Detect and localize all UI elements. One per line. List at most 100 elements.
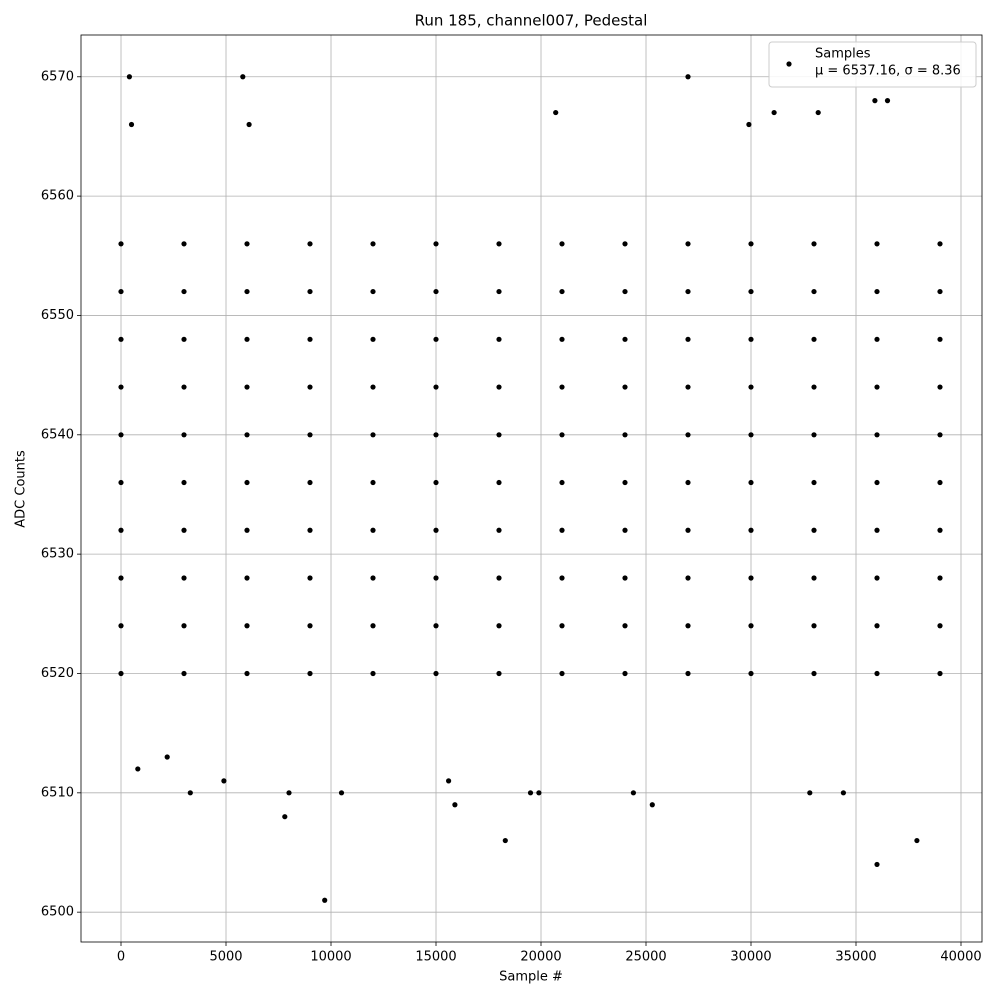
x-tick-label: 40000 bbox=[940, 950, 981, 965]
data-point bbox=[433, 575, 439, 581]
data-point bbox=[118, 336, 124, 342]
data-point bbox=[370, 432, 376, 438]
data-point bbox=[622, 670, 628, 677]
x-tick-label: 25000 bbox=[625, 950, 666, 965]
data-point bbox=[937, 336, 943, 342]
data-point bbox=[840, 790, 847, 796]
data-point bbox=[874, 861, 880, 868]
data-point bbox=[811, 241, 817, 247]
data-point bbox=[244, 527, 250, 533]
legend-note: μ = 6537.16, σ = 8.36 bbox=[815, 64, 961, 79]
data-point bbox=[748, 241, 754, 247]
data-point bbox=[322, 897, 328, 903]
data-point bbox=[622, 432, 628, 438]
x-tick-label: 35000 bbox=[835, 950, 876, 965]
data-point bbox=[874, 336, 880, 342]
data-point bbox=[118, 384, 124, 390]
data-point bbox=[118, 527, 124, 533]
data-point bbox=[244, 623, 250, 629]
data-point bbox=[811, 670, 817, 677]
data-point bbox=[685, 384, 691, 390]
data-point bbox=[118, 623, 124, 629]
y-tick-label: 6560 bbox=[41, 189, 74, 204]
data-point bbox=[370, 575, 376, 581]
data-point bbox=[559, 479, 565, 486]
data-point bbox=[370, 241, 376, 247]
data-point bbox=[937, 432, 943, 438]
data-point bbox=[370, 336, 376, 342]
x-tick-label: 10000 bbox=[310, 950, 351, 965]
data-point bbox=[433, 288, 439, 295]
data-point bbox=[811, 336, 817, 342]
data-point bbox=[496, 241, 502, 247]
data-point bbox=[187, 790, 193, 796]
data-point bbox=[181, 575, 187, 581]
data-point bbox=[622, 623, 628, 629]
data-point bbox=[685, 288, 691, 295]
data-point bbox=[181, 527, 187, 533]
y-axis-label: ADC Counts bbox=[14, 450, 29, 528]
data-point bbox=[559, 623, 565, 629]
data-point bbox=[244, 241, 250, 247]
data-point bbox=[433, 670, 439, 677]
plot-frame bbox=[80, 34, 983, 943]
data-point bbox=[872, 98, 878, 104]
data-point bbox=[937, 623, 943, 629]
data-point bbox=[433, 527, 439, 533]
data-point bbox=[502, 837, 508, 844]
data-point bbox=[181, 432, 187, 438]
data-point bbox=[622, 241, 628, 247]
data-point bbox=[370, 623, 376, 629]
data-point bbox=[685, 432, 691, 438]
data-point bbox=[748, 336, 754, 342]
data-point bbox=[433, 241, 439, 247]
x-tick-label: 15000 bbox=[415, 950, 456, 965]
data-point bbox=[118, 479, 124, 486]
data-point bbox=[559, 670, 565, 677]
data-point bbox=[307, 384, 313, 390]
chart-title: Run 185, channel007, Pedestal bbox=[415, 12, 648, 30]
data-point bbox=[527, 790, 534, 796]
legend-marker bbox=[786, 61, 792, 67]
data-point bbox=[811, 623, 817, 629]
data-point bbox=[559, 432, 565, 438]
data-point bbox=[496, 432, 502, 438]
data-point bbox=[433, 384, 439, 390]
data-point bbox=[811, 575, 817, 581]
data-point bbox=[649, 802, 655, 808]
data-point bbox=[446, 778, 452, 784]
y-tick-label: 6520 bbox=[41, 666, 74, 681]
data-point bbox=[496, 384, 502, 390]
data-point bbox=[244, 670, 250, 677]
data-point bbox=[128, 121, 135, 128]
data-point bbox=[874, 623, 880, 629]
data-point bbox=[307, 241, 313, 247]
data-point bbox=[874, 241, 880, 247]
data-point bbox=[307, 288, 313, 295]
data-point bbox=[181, 479, 187, 486]
data-point bbox=[307, 432, 313, 438]
data-point bbox=[244, 432, 250, 438]
data-point bbox=[874, 384, 880, 390]
y-tick-label: 6510 bbox=[41, 785, 74, 800]
data-point bbox=[874, 527, 880, 533]
data-point bbox=[240, 74, 246, 80]
data-point bbox=[685, 575, 691, 581]
data-point bbox=[307, 527, 313, 533]
data-point bbox=[622, 479, 628, 486]
y-tick-label: 6530 bbox=[41, 547, 74, 562]
data-point bbox=[811, 288, 817, 295]
data-point bbox=[338, 790, 345, 796]
data-point bbox=[559, 575, 565, 581]
data-point bbox=[433, 479, 439, 486]
data-point bbox=[118, 241, 124, 247]
data-point bbox=[118, 575, 124, 581]
data-point bbox=[811, 527, 817, 533]
data-point bbox=[496, 336, 502, 342]
y-tick-label: 6500 bbox=[41, 905, 74, 920]
legend-label: Samples bbox=[815, 47, 871, 62]
data-point bbox=[622, 288, 628, 295]
data-point bbox=[496, 575, 502, 581]
data-point bbox=[126, 74, 133, 80]
